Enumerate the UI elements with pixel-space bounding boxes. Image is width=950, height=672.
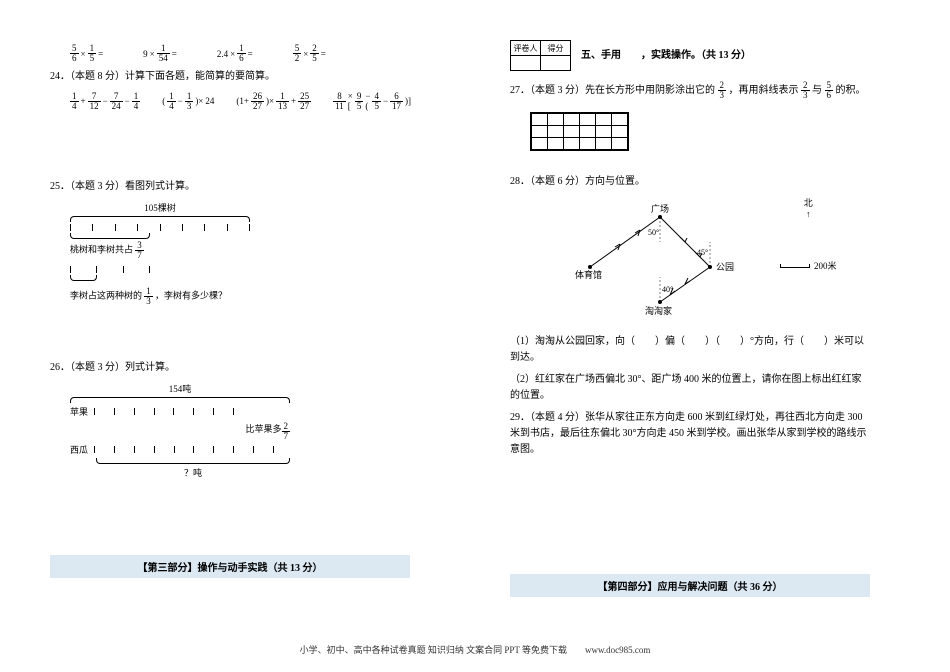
q26-apple-label: 苹果 <box>70 405 88 418</box>
q24c: (1+2627)× 113+ 2527 <box>236 92 311 111</box>
scorer-h2: 得分 <box>541 41 571 56</box>
q25-total-label: 105棵树 <box>70 201 250 214</box>
section4-banner: 【第四部分】应用与解决问题（共 36 分） <box>510 574 870 597</box>
scorer-h1: 评卷人 <box>511 41 541 56</box>
section5-header: 评卷人 得分 五、手用 ，实践操作。（共 13 分） <box>510 40 870 71</box>
q24b: (14− 13)× 24 <box>162 92 214 111</box>
right-page: 评卷人 得分 五、手用 ，实践操作。（共 13 分） 27．（本题 3 分）先在… <box>480 0 900 617</box>
q28-scale: 200米 <box>780 259 837 272</box>
q26-title: 26．（本题 3 分）列式计算。 <box>50 360 410 376</box>
q28-sub2: （2）红红家在广场西偏北 30°、距广场 400 米的位置上，请你在图上标出红红… <box>510 372 870 404</box>
expr1: 56 × 15 = <box>70 44 103 63</box>
q25-line2: 李树占这两种树的 13 ，李树有多少棵？ <box>70 287 410 306</box>
q26-melon-label: 西瓜 <box>70 443 88 456</box>
q28-plaza-label: 广场 <box>651 203 669 214</box>
q26-total-label: 154吨 <box>70 382 290 395</box>
north-indicator: 北 ↑ <box>780 196 837 219</box>
left-page: 56 × 15 = 9× 154 = 2.4× 16 = 52 × 25 = 2… <box>20 0 440 598</box>
q28-diagram: 广场 50° 45° 40° 体育馆 公园 淘淘家 北 ↑ 200米 <box>510 196 870 328</box>
q29-title: 29．（本题 4 分）张华从家往正东方向走 600 米到红绿灯处，再往西北方向走… <box>510 410 870 458</box>
q25-line1: 桃树和李树共占 37 <box>70 241 250 260</box>
expr2: 9× 154 = <box>143 44 177 63</box>
section3-banner: 【第三部分】操作与动手实践（共 13 分） <box>50 555 410 578</box>
q26-ask: ？吨 <box>96 466 290 479</box>
expr4: 52 × 25 = <box>293 44 326 63</box>
section5-title: 五、手用 ，实践操作。（共 13 分） <box>581 49 751 62</box>
q24d: 811× [95− (45− 617)] <box>333 91 411 111</box>
q28-park-label: 公园 <box>716 262 734 272</box>
q24-title: 24．（本题 8 分）计算下面各题，能简算的要简算。 <box>50 69 410 85</box>
q24a: 14+ 712− 724− 14 <box>70 92 140 111</box>
page-footer: 小学、初中、高中各种试卷真题 知识归纳 文案合同 PPT 等免费下载 www.d… <box>0 643 950 656</box>
q23-expressions: 56 × 15 = 9× 154 = 2.4× 16 = 52 × 25 = <box>70 44 410 63</box>
q27-title: 27．（本题 3 分）先在长方形中用阴影涂出它的 23 ，再用斜线表示 23 与… <box>510 81 870 100</box>
q25-title: 25．（本题 3 分）看图列式计算。 <box>50 179 410 195</box>
q28-gym-label: 体育馆 <box>575 269 602 280</box>
q26-more: 比苹果多 27 <box>70 422 290 441</box>
expr3: 2.4× 16 = <box>217 44 253 63</box>
q24-expressions: 14+ 712− 724− 14 (14− 13)× 24 (1+2627)× … <box>70 91 410 111</box>
q28-angle1: 50° <box>648 228 659 237</box>
q28-title: 28．（本题 6 分）方向与位置。 <box>510 174 870 190</box>
scorer-table: 评卷人 得分 <box>510 40 571 71</box>
q27-grid <box>530 112 629 151</box>
q26-diagram: 154吨 苹果 比苹果多 27 西瓜 ？吨 <box>70 382 290 479</box>
q28-sub1: （1）淘淘从公园回家，向（ ）偏（ ）（ ）°方向，行（ ）米可以到达。 <box>510 334 870 366</box>
q28-map-svg: 广场 50° 45° 40° 体育馆 公园 淘淘家 <box>540 202 760 322</box>
q28-home-label: 淘淘家 <box>645 305 672 316</box>
q25-diagram: 105棵树 桃树和李树共占 37 <box>70 201 250 281</box>
